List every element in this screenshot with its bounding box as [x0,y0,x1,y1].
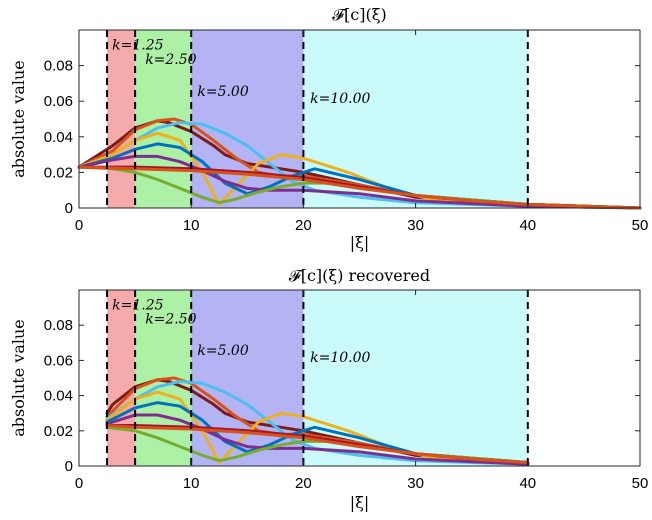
x-tick-label-6: 50 [632,217,649,234]
x-axis-label: |ξ| [350,493,370,512]
x-tick-label-4: 30 [407,475,424,492]
band-label-2: k=2.50 [145,52,196,68]
band-1 [107,290,136,466]
y-tick-label-3: 0.04 [44,388,73,405]
band-4 [303,30,528,208]
chart-title: 𝓕[c](ξ) [332,5,387,24]
chart-2: k=1.25k=2.50k=5.00 k=10.00 0 10 20 30 40 50 0 0.0… [9,266,648,512]
series-line-2 [105,376,530,464]
y-axis-label: absolute value [9,319,28,437]
axes-frame [78,29,641,209]
series-line-3 [77,121,642,210]
x-tick-label-2: 10 [183,217,200,234]
y-tick-label-2: 0.02 [44,423,73,440]
y-tick-label-4: 0.06 [44,352,73,369]
band-4 [303,290,528,466]
chart-1: k=1.25k=2.50k=5.00 k=10.00 0 10 20 30 40 50 0 0.0… [9,5,648,252]
band-1 [107,30,136,208]
band-label-4: k=10.00 [310,350,370,366]
y-tick-label-2: 0.02 [44,164,73,181]
series-line-9 [77,165,642,210]
band-label-1: k=1.25 [112,38,163,54]
y-tick-label-3: 0.04 [44,129,73,146]
y-tick-label-1: 0 [65,200,73,217]
x-tick-label-6: 50 [632,475,649,492]
x-tick-label-4: 30 [407,217,424,234]
x-tick-label-1: 0 [75,217,83,234]
x-tick-label-5: 40 [519,217,536,234]
x-tick-label-3: 20 [295,217,312,234]
x-tick-label-2: 10 [183,475,200,492]
series-line-6 [105,413,530,466]
series-line-6 [77,154,642,210]
band-label-4: k=10.00 [310,91,370,107]
x-tick-label-1: 0 [75,475,83,492]
y-tick-label-1: 0 [65,458,73,475]
x-axis-label: |ξ| [350,233,370,252]
series-group [77,117,642,210]
series-line-5 [77,142,642,210]
band-label-3: k=5.00 [197,343,248,359]
y-axis-label: absolute value [9,60,28,178]
band-label-1: k=1.25 [112,297,163,313]
y-tick-label-5: 0.08 [44,58,73,75]
axes-frame [78,289,641,467]
band-label-2: k=2.50 [145,311,196,327]
y-tick-label-4: 0.06 [44,93,73,110]
series-group [105,376,530,466]
series-line-5 [105,401,530,464]
band-label-3: k=5.00 [197,84,248,100]
y-tick-label-5: 0.08 [44,317,73,334]
series-line-3 [105,380,530,466]
chart-title: 𝓕[c](ξ) recovered [289,266,430,285]
x-tick-label-3: 20 [295,475,312,492]
x-tick-label-5: 40 [519,475,536,492]
